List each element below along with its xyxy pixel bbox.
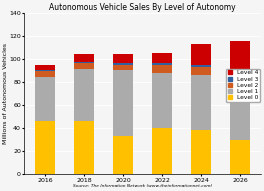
Bar: [191, 130, 211, 174]
Legend: Level 4, Level 3, Level 2, Level 1, Level 0: Level 4, Level 3, Level 2, Level 1, Leve…: [226, 69, 260, 102]
Bar: [191, 44, 211, 65]
Bar: [230, 140, 251, 174]
Bar: [152, 73, 172, 128]
Bar: [113, 63, 133, 65]
Bar: [74, 63, 95, 69]
Bar: [113, 70, 133, 136]
Bar: [74, 54, 95, 62]
Bar: [74, 69, 95, 121]
Bar: [230, 69, 251, 73]
Bar: [152, 63, 172, 65]
Bar: [74, 121, 95, 174]
Bar: [191, 65, 211, 67]
Bar: [191, 67, 211, 75]
Title: Autonomous Vehicle Sales By Level of Autonomy: Autonomous Vehicle Sales By Level of Aut…: [49, 3, 236, 12]
Bar: [191, 75, 211, 130]
Bar: [152, 53, 172, 63]
Y-axis label: Millions of Autonomous Vehicles: Millions of Autonomous Vehicles: [3, 43, 8, 144]
Bar: [230, 73, 251, 82]
Bar: [230, 41, 251, 69]
Bar: [113, 65, 133, 70]
Bar: [35, 121, 55, 174]
Bar: [113, 54, 133, 63]
Bar: [152, 65, 172, 73]
Bar: [35, 70, 55, 71]
Bar: [113, 136, 133, 174]
Bar: [74, 62, 95, 63]
Bar: [152, 128, 172, 174]
Bar: [230, 82, 251, 140]
Bar: [35, 77, 55, 121]
X-axis label: Source: The Information Network (www.theinformationnet.com): Source: The Information Network (www.the…: [73, 184, 213, 188]
Bar: [35, 65, 55, 70]
Bar: [35, 71, 55, 77]
